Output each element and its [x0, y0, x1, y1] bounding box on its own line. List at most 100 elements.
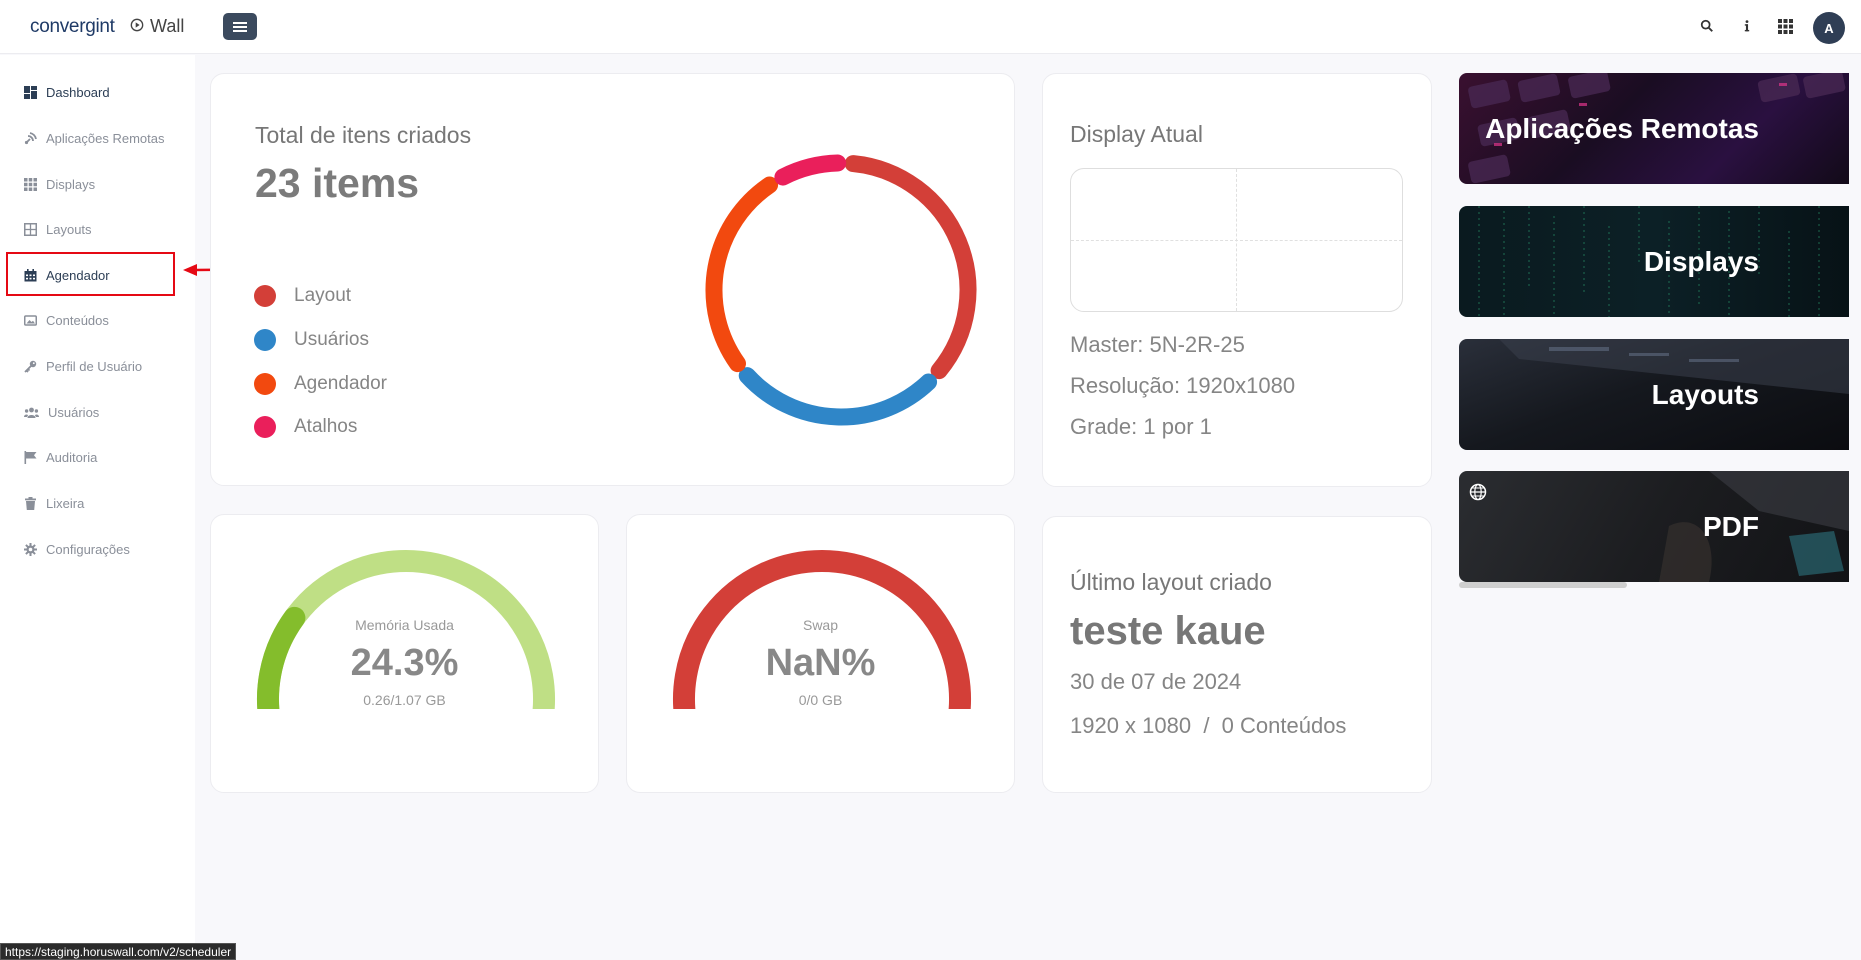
- donut-segment-usuários[interactable]: [738, 367, 938, 426]
- flag-icon: [24, 450, 37, 464]
- image-icon: [24, 314, 37, 326]
- total-items-title: Total de itens criados: [255, 122, 472, 148]
- sidebar-item-label: Conteúdos: [46, 312, 109, 328]
- donut-segment-layout[interactable]: [844, 155, 977, 380]
- legend-item[interactable]: Layout: [254, 285, 351, 307]
- last-layout-title: Último layout criado: [1070, 569, 1272, 595]
- legend-item[interactable]: Usuários: [254, 329, 369, 351]
- sidebar-item-users[interactable]: Usuários: [24, 401, 99, 423]
- sidebar-item-label: Displays: [46, 176, 96, 192]
- sidebar-item-label: Agendador: [46, 267, 110, 283]
- sidebar: Dashboard Aplicações Remotas Displays La…: [0, 55, 195, 960]
- sidebar-item-layouts[interactable]: Layouts: [24, 218, 92, 240]
- sidebar-item-label: Configurações: [46, 541, 130, 557]
- sidebar-item-label: Lixeira: [46, 495, 85, 511]
- last-layout-details: 1920 x 1080 / 0 Conteúdos: [1070, 713, 1347, 738]
- sidebar-item-contents[interactable]: Conteúdos: [24, 309, 109, 331]
- dashboard-icon: [24, 85, 37, 99]
- display-grid-preview[interactable]: [1070, 168, 1403, 312]
- info-icon[interactable]: [1737, 16, 1757, 36]
- last-layout-date: 30 de 07 de 2024: [1070, 669, 1242, 694]
- gauge-fill: [257, 606, 306, 709]
- calendar-icon: [24, 268, 37, 281]
- memory-label: Memória Usada: [355, 617, 454, 633]
- tile-label: Aplicações Remotas: [1485, 112, 1759, 144]
- legend-label: Usuários: [294, 329, 369, 350]
- legend-label: Layout: [294, 285, 352, 306]
- tile-label: Layouts: [1651, 378, 1759, 410]
- sidebar-item-user-profile[interactable]: Perfil de Usuário: [24, 355, 142, 377]
- current-display-card: Display Atual Master: 5N-2R-25 Resolução…: [1042, 73, 1432, 487]
- sidebar-item-trash[interactable]: Lixeira: [24, 492, 84, 514]
- sidebar-item-displays[interactable]: Displays: [24, 173, 95, 195]
- annotation-highlight-box: [6, 252, 175, 296]
- total-items-card: Total de itens criados 23 items Layout U…: [210, 73, 1015, 486]
- memory-value: 24.3%: [350, 642, 459, 684]
- product-label: Wall: [150, 16, 185, 36]
- screen-image: [1499, 339, 1849, 394]
- gear-icon: [24, 542, 37, 556]
- sidebar-item-settings[interactable]: Configurações: [24, 538, 130, 560]
- brand-logo[interactable]: convergint: [30, 16, 115, 37]
- sidebar-item-label: Aplicações Remotas: [46, 130, 165, 146]
- legend-swatch: [254, 329, 276, 351]
- legend-swatch: [254, 416, 276, 438]
- total-items-count: 23 items: [255, 160, 420, 206]
- gauge-track: [673, 550, 971, 709]
- user-avatar[interactable]: A: [1813, 12, 1845, 44]
- top-bar: convergint Wall A: [0, 0, 1861, 54]
- product-name: Wall: [130, 16, 184, 37]
- tile-label: Displays: [1643, 245, 1759, 277]
- legend-item[interactable]: Atalhos: [254, 416, 357, 438]
- tile-displays[interactable]: Displays: [1459, 206, 1849, 317]
- sidebar-item-remote-apps[interactable]: Aplicações Remotas: [24, 127, 165, 149]
- menu-toggle-button[interactable]: [223, 13, 257, 40]
- search-icon[interactable]: [1697, 16, 1717, 36]
- sidebar-item-label: Usuários: [48, 404, 100, 420]
- legend-swatch: [254, 373, 276, 395]
- donut-segment-atalhos[interactable]: [774, 154, 847, 186]
- hamburger-icon: [233, 21, 247, 32]
- tile-remote-apps[interactable]: Aplicações Remotas: [1459, 73, 1849, 184]
- users-icon: [24, 407, 39, 418]
- globe-icon: [1469, 483, 1487, 501]
- sidebar-item-label: Layouts: [46, 221, 92, 237]
- key-icon: [24, 360, 37, 373]
- tile-pdf[interactable]: PDF: [1459, 471, 1849, 582]
- display-grid: Grade: 1 por 1: [1070, 414, 1212, 439]
- apps-grid-icon[interactable]: [1775, 16, 1795, 36]
- donut-segment-agendador[interactable]: [705, 176, 779, 373]
- sidebar-item-dashboard[interactable]: Dashboard: [24, 81, 110, 103]
- memory-card: Memória Usada 24.3% 0.26/1.07 GB: [210, 514, 599, 793]
- sidebar-item-scheduler[interactable]: Agendador: [24, 264, 110, 286]
- tile-layouts[interactable]: Layouts: [1459, 339, 1849, 450]
- remote-apps-icon: [24, 131, 37, 144]
- last-layout-card: Último layout criado teste kaue 30 de 07…: [1042, 516, 1432, 793]
- sidebar-item-label: Perfil de Usuário: [46, 358, 143, 374]
- legend-swatch: [254, 285, 276, 307]
- display-resolution: Resolução: 1920x1080: [1070, 373, 1296, 398]
- grid-icon: [24, 177, 37, 191]
- play-circle-icon: [130, 16, 144, 37]
- tile-label: PDF: [1703, 510, 1759, 542]
- tiles-scrollbar[interactable]: [1459, 582, 1627, 588]
- memory-gauge: [257, 550, 555, 709]
- memory-detail: 0.26/1.07 GB: [363, 692, 446, 708]
- display-master: Master: 5N-2R-25: [1070, 332, 1245, 357]
- desk-image: [1659, 471, 1849, 582]
- matrix-code-image: [1478, 206, 1820, 317]
- last-layout-name: teste kaue: [1070, 609, 1266, 653]
- swap-gauge: [673, 550, 971, 709]
- gauge-track: [257, 550, 555, 709]
- legend-label: Atalhos: [294, 416, 358, 437]
- sidebar-item-label: Auditoria: [46, 449, 98, 465]
- trash-icon: [25, 496, 36, 510]
- status-bar-url: https://staging.horuswall.com/v2/schedul…: [0, 943, 237, 960]
- items-donut-chart: [705, 154, 977, 426]
- sidebar-item-audit[interactable]: Auditoria: [24, 446, 97, 468]
- sidebar-item-label: Dashboard: [46, 84, 110, 100]
- current-display-title: Display Atual: [1070, 121, 1203, 147]
- swap-label: Swap: [802, 617, 839, 633]
- legend-item[interactable]: Agendador: [254, 373, 387, 395]
- swap-detail: 0/0 GB: [798, 692, 843, 708]
